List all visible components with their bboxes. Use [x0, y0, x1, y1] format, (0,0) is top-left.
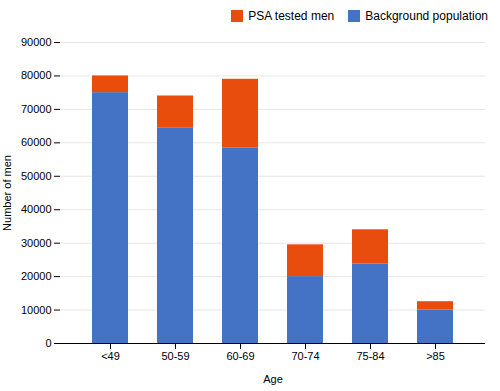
- svg-text:10000: 10000: [21, 304, 52, 316]
- svg-text:>85: >85: [426, 350, 445, 362]
- svg-text:50000: 50000: [21, 170, 52, 182]
- svg-text:20000: 20000: [21, 270, 52, 282]
- svg-text:Age: Age: [263, 373, 283, 385]
- svg-text:90000: 90000: [21, 36, 52, 48]
- svg-text:30000: 30000: [21, 237, 52, 249]
- svg-text:50-59: 50-59: [161, 350, 189, 362]
- html-text:PSA tested men: PSA tested men: [248, 9, 335, 23]
- svg-text:<49: <49: [101, 350, 120, 362]
- svg-text:75-84: 75-84: [356, 350, 384, 362]
- svg-text:0: 0: [45, 337, 51, 349]
- svg-text:70000: 70000: [21, 103, 52, 115]
- svg-text:Number of men: Number of men: [1, 155, 13, 231]
- svg-text:80000: 80000: [21, 69, 52, 81]
- html-text:Background population: Background population: [365, 9, 488, 23]
- svg-text:60000: 60000: [21, 136, 52, 148]
- svg-text:70-74: 70-74: [291, 350, 319, 362]
- svg-text:40000: 40000: [21, 203, 52, 215]
- svg-text:60-69: 60-69: [226, 350, 254, 362]
